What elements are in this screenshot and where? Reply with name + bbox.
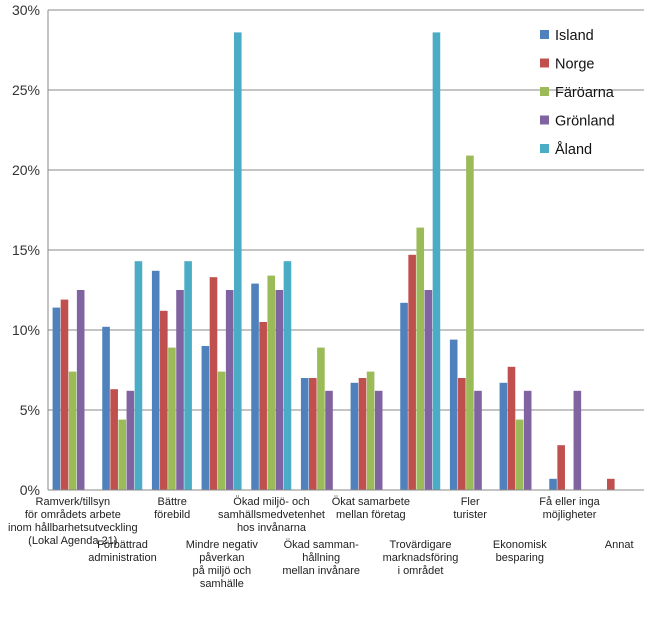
bar	[283, 261, 292, 490]
y-axis-ticks: 0% 5% 10% 15% 20% 25% 30%	[12, 2, 40, 498]
x-tick-label: Ökat samarbete mellan företag	[332, 496, 410, 521]
legend-label: Island	[555, 28, 594, 44]
x-tick-label: Mindre negativ påverkan på miljö och samhäl…	[186, 539, 259, 590]
bar	[466, 155, 474, 490]
bar	[68, 371, 77, 490]
x-tick-label: Ökad miljö- och samhällsmedvetenhet hos in…	[218, 496, 325, 534]
bar	[259, 322, 267, 490]
bar	[350, 382, 359, 490]
y-tick-label: 20%	[12, 162, 40, 178]
bar	[176, 290, 184, 490]
bar	[275, 290, 284, 490]
gridlines	[48, 9, 644, 491]
x-tick-label: Ekonomisk besparing	[493, 539, 547, 564]
y-tick-label: 10%	[12, 322, 40, 338]
bar	[573, 390, 582, 490]
bar	[118, 419, 127, 490]
bar	[432, 32, 441, 491]
bar	[424, 290, 433, 490]
bar	[458, 378, 466, 490]
bar	[267, 275, 276, 490]
legend-label: Färöarna	[555, 85, 615, 101]
bar	[134, 261, 143, 490]
bar	[225, 290, 234, 490]
bar	[309, 378, 317, 490]
bar	[325, 390, 333, 490]
y-tick-label: 25%	[12, 82, 40, 98]
bars	[52, 32, 615, 491]
x-axis-labels: Ramverk/tillsyn för områdets arbete inom h…	[8, 496, 634, 590]
bar	[209, 277, 218, 490]
bar	[358, 378, 367, 490]
bar	[607, 478, 615, 490]
legend-swatch	[540, 115, 549, 125]
bar	[374, 390, 383, 490]
legend-swatch	[540, 58, 549, 68]
legend-swatch	[540, 87, 549, 96]
bar	[557, 445, 565, 490]
axes	[47, 10, 644, 491]
bar	[60, 299, 69, 490]
bar	[499, 382, 508, 490]
bar	[549, 478, 557, 490]
y-tick-label: 5%	[20, 402, 40, 418]
bar	[110, 389, 118, 490]
x-tick-label: Trovärdigare marknadsföring i området	[383, 539, 459, 577]
y-tick-label: 0%	[20, 482, 40, 498]
x-tick-label: Bättre förebild	[154, 496, 190, 521]
bar	[449, 339, 458, 490]
bar	[366, 371, 375, 490]
x-tick-label: Ramverk/tillsyn för områdets arbete inom h…	[8, 496, 138, 547]
bar	[474, 390, 482, 490]
bar	[416, 227, 425, 490]
legend-swatch	[540, 30, 549, 39]
legend-label: Grönland	[555, 114, 615, 130]
bar	[168, 347, 176, 490]
bar	[102, 326, 110, 490]
y-tick-label: 15%	[12, 242, 40, 258]
bar	[233, 32, 242, 491]
bar	[126, 390, 135, 490]
legend-label: Norge	[555, 57, 595, 73]
bar	[507, 366, 516, 490]
y-tick-label: 30%	[12, 2, 40, 18]
bar	[300, 378, 309, 490]
bar	[251, 283, 259, 490]
x-tick-label: Annat	[605, 539, 634, 551]
bar	[76, 290, 85, 490]
bar	[317, 347, 325, 490]
bar	[400, 302, 408, 490]
bar	[151, 270, 160, 490]
bar	[201, 346, 210, 490]
x-tick-label: Fler turister	[453, 496, 487, 521]
bar	[160, 310, 168, 490]
legend-label: Åland	[555, 141, 592, 158]
bar	[408, 254, 416, 490]
bar	[184, 261, 192, 490]
x-tick-label: Få eller inga möjligheter	[539, 496, 600, 521]
bar	[52, 307, 61, 490]
bar	[217, 371, 226, 490]
legend-swatch	[540, 144, 549, 153]
x-tick-label: Ökad samman-hållning mellan invånare	[282, 539, 360, 577]
x-tick-label: Förbättrad administration	[88, 539, 156, 564]
bar	[515, 419, 524, 490]
bar	[523, 390, 532, 490]
legend: Island Norge Färöarna Grönland Åland	[540, 28, 615, 158]
